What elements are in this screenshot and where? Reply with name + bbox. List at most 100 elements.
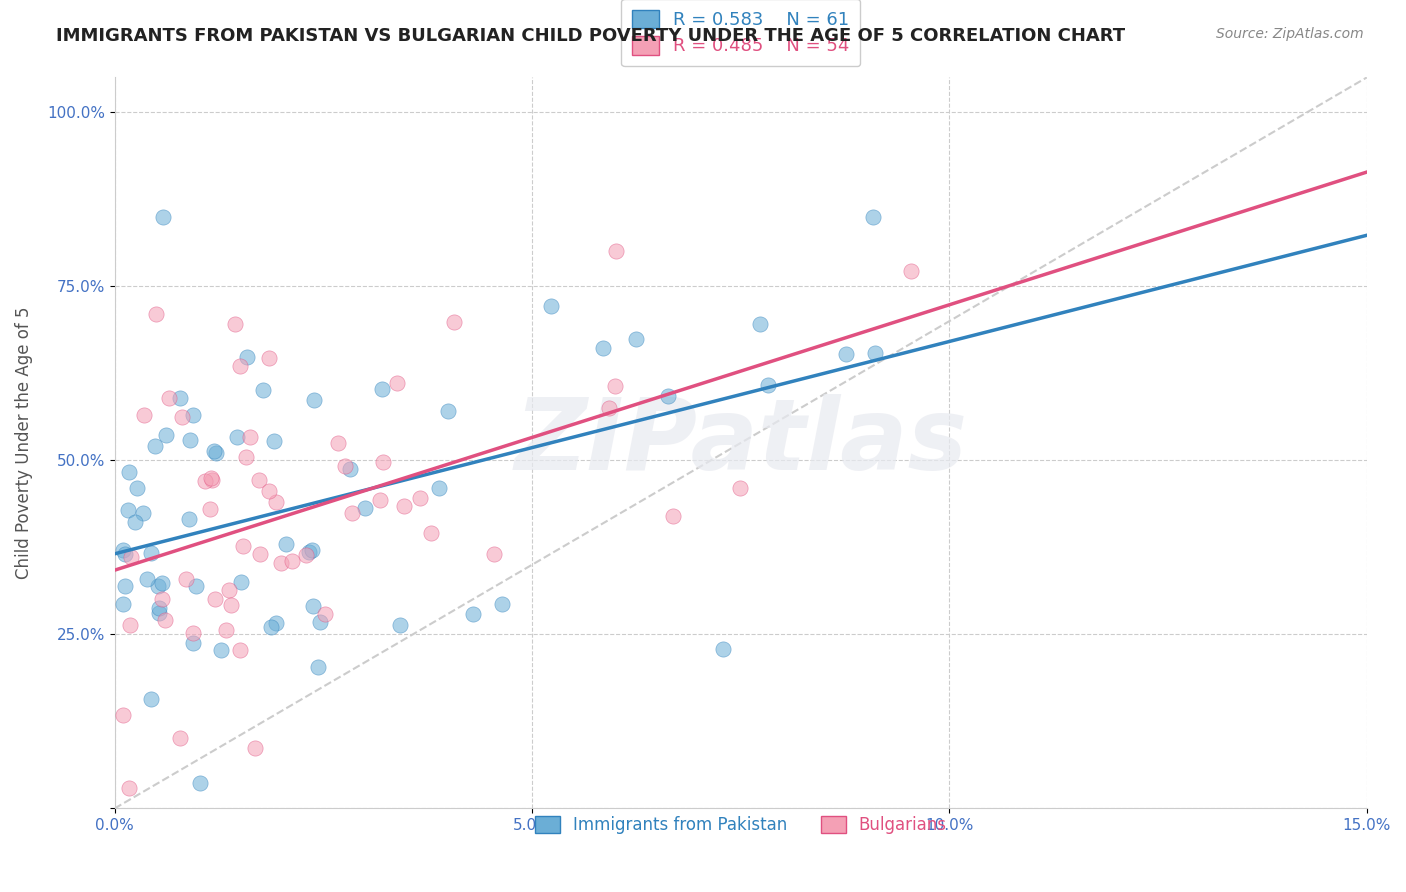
Point	[264, 615, 287, 630]
Point	[205, 445, 228, 459]
Point	[136, 572, 159, 586]
Point	[389, 618, 412, 632]
Point	[170, 409, 193, 424]
Point	[204, 592, 226, 607]
Point	[835, 347, 858, 361]
Point	[174, 572, 197, 586]
Point	[111, 542, 134, 557]
Point	[179, 434, 201, 448]
Point	[114, 547, 136, 561]
Point	[114, 579, 136, 593]
Point	[385, 376, 408, 390]
Point	[146, 579, 169, 593]
Point	[605, 244, 627, 259]
Point	[270, 556, 292, 570]
Point	[120, 618, 142, 632]
Point	[340, 506, 363, 520]
Point	[301, 543, 323, 558]
Text: IMMIGRANTS FROM PAKISTAN VS BULGARIAN CHILD POVERTY UNDER THE AGE OF 5 CORRELATI: IMMIGRANTS FROM PAKISTAN VS BULGARIAN CH…	[56, 27, 1125, 45]
Point	[309, 615, 332, 629]
Point	[247, 473, 270, 487]
Point	[263, 434, 285, 449]
Point	[259, 351, 281, 366]
Point	[141, 692, 163, 706]
Point	[540, 299, 562, 313]
Point	[371, 382, 394, 396]
Point	[125, 481, 148, 495]
Point	[249, 547, 271, 561]
Point	[194, 474, 217, 488]
Point	[463, 607, 485, 621]
Point	[863, 345, 886, 359]
Point	[215, 624, 238, 638]
Point	[368, 493, 391, 508]
Point	[264, 495, 287, 509]
Point	[298, 544, 321, 558]
Point	[117, 503, 139, 517]
Point	[169, 731, 191, 745]
Point	[443, 315, 465, 329]
Point	[900, 264, 922, 278]
Point	[143, 439, 166, 453]
Point	[862, 210, 884, 224]
Point	[662, 509, 685, 524]
Point	[624, 332, 647, 346]
Point	[150, 576, 173, 591]
Point	[153, 613, 176, 627]
Point	[260, 620, 283, 634]
Point	[141, 546, 163, 560]
Text: ZIPatlas: ZIPatlas	[515, 394, 967, 491]
Point	[592, 342, 614, 356]
Point	[202, 444, 225, 458]
Legend: Immigrants from Pakistan, Bulgarians: Immigrants from Pakistan, Bulgarians	[524, 805, 957, 844]
Point	[335, 458, 357, 473]
Point	[301, 599, 323, 614]
Point	[183, 636, 205, 650]
Point	[409, 491, 432, 506]
Point	[427, 481, 450, 495]
Point	[756, 378, 779, 392]
Point	[219, 598, 242, 612]
Point	[224, 317, 246, 331]
Text: Source: ZipAtlas.com: Source: ZipAtlas.com	[1216, 27, 1364, 41]
Point	[419, 525, 441, 540]
Point	[201, 473, 224, 487]
Point	[394, 500, 416, 514]
Point	[209, 642, 232, 657]
Point	[229, 359, 252, 374]
Point	[229, 643, 252, 657]
Point	[657, 389, 679, 403]
Point	[239, 430, 262, 444]
Point	[339, 462, 361, 476]
Point	[730, 481, 752, 495]
Point	[148, 600, 170, 615]
Point	[276, 537, 298, 551]
Point	[184, 579, 207, 593]
Point	[353, 500, 375, 515]
Point	[371, 455, 394, 469]
Point	[118, 780, 141, 795]
Point	[111, 597, 134, 611]
Point	[218, 583, 240, 598]
Point	[120, 549, 142, 564]
Point	[157, 391, 180, 405]
Point	[598, 401, 620, 415]
Point	[245, 741, 267, 756]
Point	[148, 606, 170, 620]
Point	[198, 502, 221, 516]
Point	[145, 307, 167, 321]
Point	[307, 659, 329, 673]
Point	[226, 430, 249, 444]
Point	[235, 450, 257, 465]
Point	[132, 507, 155, 521]
Point	[314, 607, 336, 621]
Point	[437, 404, 460, 418]
Y-axis label: Child Poverty Under the Age of 5: Child Poverty Under the Age of 5	[15, 307, 32, 579]
Point	[302, 392, 325, 407]
Point	[232, 539, 254, 553]
Point	[183, 408, 205, 422]
Point	[169, 391, 191, 405]
Point	[605, 379, 627, 393]
Point	[252, 383, 274, 397]
Point	[200, 471, 222, 485]
